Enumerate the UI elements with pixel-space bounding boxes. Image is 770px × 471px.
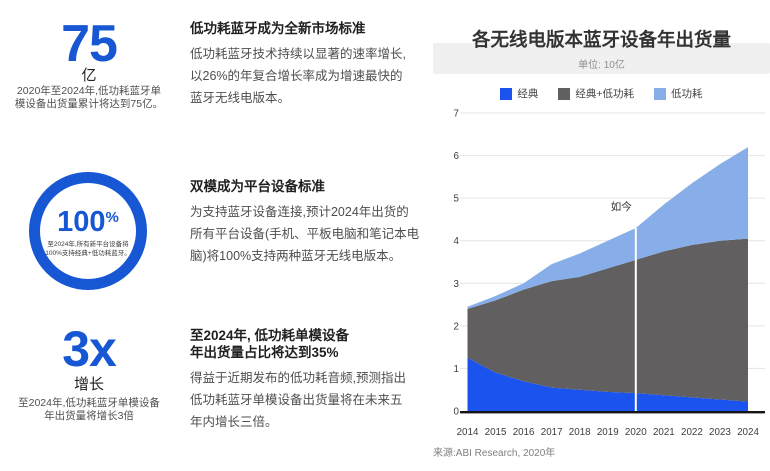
- x-axis-tick: 2024: [737, 427, 759, 438]
- x-axis-tick: 2018: [569, 427, 591, 438]
- legend-label-le: 低功耗: [671, 88, 703, 100]
- stat-100-caption-line2: 100%支持经典+低功耗蓝牙。: [45, 250, 131, 257]
- now-marker-label: 如今: [611, 200, 632, 213]
- y-axis-tick: 5: [454, 194, 460, 205]
- x-axis-tick: 2022: [681, 427, 703, 438]
- area-series-经典+低功耗: [467, 238, 748, 402]
- x-axis-tick: 2020: [625, 427, 647, 438]
- chart-source: 来源:ABI Research, 2020年: [433, 448, 556, 459]
- text-block-le-standard: 低功耗蓝牙成为全新市场标准 低功耗蓝牙技术持续以显著的速率增长, 以26%的年复…: [190, 20, 438, 109]
- y-axis-tick: 7: [454, 109, 459, 120]
- stat-75-number: 75: [61, 15, 118, 73]
- area-series-经典: [467, 357, 748, 411]
- legend-swatch-le: [654, 87, 667, 100]
- chart-title-band: [433, 43, 770, 74]
- legend-item-dual: 经典+低功耗: [558, 86, 634, 101]
- block1-line2: 以26%的年复合增长率成为增速最快的: [190, 69, 403, 83]
- chart-subtitle: 单位: 10亿: [578, 60, 625, 71]
- stat-3x-unit: 增长: [73, 376, 104, 393]
- stat-3x-caption-line2: 年出货量将增长3倍: [44, 410, 134, 422]
- legend-item-classic: 经典: [500, 86, 538, 101]
- block3-line2: 低功耗蓝牙单模设备出货量将在未来五: [190, 393, 403, 407]
- stat-100-number: 100%: [57, 205, 119, 238]
- x-axis-tick: 2014: [457, 427, 479, 438]
- block3-line3: 年内增长三倍。: [190, 415, 278, 429]
- text-block-single-mode-35: 至2024年, 低功耗单模设备 年出货量占比将达到35% 得益于近期发布的低功耗…: [190, 327, 438, 433]
- x-axis-tick: 2017: [541, 427, 563, 438]
- block2-title: 双模成为平台设备标准: [190, 179, 325, 194]
- stat-75-caption-line2: 模设备出货量累计将达到75亿。: [14, 98, 164, 110]
- block1-title: 低功耗蓝牙成为全新市场标准: [190, 21, 366, 36]
- block3-title-line1: 至2024年, 低功耗单模设备: [190, 328, 350, 343]
- y-axis-tick: 4: [454, 236, 460, 247]
- chart-title: 各无线电版本蓝牙设备年出货量: [471, 29, 731, 50]
- block2-line2: 所有平台设备(手机、平板电脑和笔记本电: [190, 227, 420, 241]
- block2-line3: 脑)将100%支持两种蓝牙无线电版本。: [190, 249, 402, 263]
- stacked-area-chart: 0 1 2 3 4 5 6 7 如今 2014 2015 2016 2017 2018 2019 2020 20…: [454, 109, 765, 438]
- now-marker-line: [634, 227, 637, 411]
- block3-title-line2: 年出货量占比将达到35%: [190, 345, 339, 360]
- x-axis-tick: 2019: [597, 427, 619, 438]
- block1-line3: 蓝牙无线电版本。: [190, 91, 291, 105]
- legend-label-dual: 经典+低功耗: [575, 88, 635, 100]
- legend-item-le: 低功耗: [654, 86, 703, 101]
- block1-line1: 低功耗蓝牙技术持续以显著的速率增长,: [190, 47, 406, 61]
- stat-75-unit: 亿: [81, 67, 97, 84]
- stat-3x-number: 3x: [62, 321, 117, 377]
- percent-sign: %: [105, 208, 119, 226]
- y-axis-tick: 3: [454, 279, 460, 290]
- x-axis-tick: 2021: [653, 427, 675, 438]
- stat-100-caption-line1: 至2024年,所有新平台设备将: [47, 240, 129, 248]
- block3-line1: 得益于近期发布的低功耗音频,预测指出: [190, 371, 406, 385]
- stat-100-percent-ring: 100% 至2024年,所有新平台设备将 100%支持经典+低功耗蓝牙。: [29, 172, 147, 290]
- y-axis-tick: 0: [454, 407, 460, 418]
- legend-swatch-classic: [500, 87, 513, 100]
- stat-75-caption-line1: 2020年至2024年,低功耗蓝牙单: [16, 85, 162, 97]
- chart-legend: 经典 经典+低功耗 低功耗: [433, 86, 770, 101]
- legend-label-classic: 经典: [517, 88, 539, 100]
- y-axis-tick: 1: [454, 364, 459, 375]
- text-block-dual-mode: 双模成为平台设备标准 为支持蓝牙设备连接,预计2024年出货的 所有平台设备(手…: [190, 178, 438, 267]
- y-axis-tick: 2: [454, 321, 459, 332]
- stat-3x-caption-line1: 至2024年,低功耗蓝牙单模设备: [18, 397, 160, 409]
- x-axis-tick: 2023: [709, 427, 731, 438]
- block2-line1: 为支持蓝牙设备连接,预计2024年出货的: [190, 205, 409, 219]
- x-axis-baseline: [460, 411, 765, 414]
- x-axis-tick: 2016: [513, 427, 535, 438]
- y-axis-tick: 6: [454, 151, 460, 162]
- legend-swatch-dual: [558, 87, 571, 100]
- x-axis-tick: 2015: [485, 427, 507, 438]
- area-series-低功耗: [467, 147, 748, 309]
